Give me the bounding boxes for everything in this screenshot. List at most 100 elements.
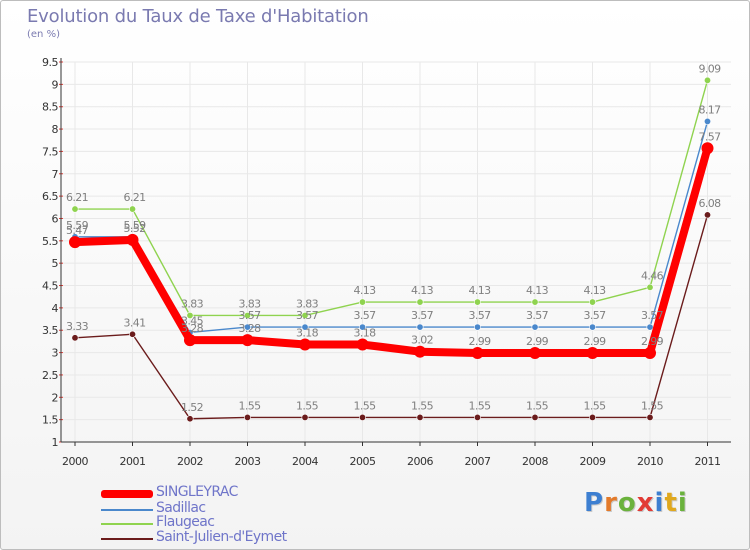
data-label-flaugeac: 4.13 <box>526 284 549 297</box>
data-point-singleyrac <box>529 347 541 360</box>
x-tick-label: 2010 <box>637 455 663 468</box>
x-tick-label: 2003 <box>235 455 261 468</box>
data-point-singleyrac <box>644 347 656 360</box>
data-label-singleyrac: 2.99 <box>641 335 664 348</box>
data-label-saint-julien-d-eymet: 6.08 <box>698 197 721 210</box>
y-tick-label: 1.5 <box>42 414 58 427</box>
legend-label-singleyrac: SINGLEYRAC <box>156 484 238 500</box>
y-tick-label: 4.5 <box>42 280 58 293</box>
data-label-sadillac: 3.57 <box>238 309 261 322</box>
x-tick-label: 2000 <box>62 455 88 468</box>
data-point-flaugeac <box>71 205 79 213</box>
data-label-flaugeac: 4.13 <box>411 284 434 297</box>
data-point-sadillac <box>473 323 481 331</box>
data-point-saint-julien-d-eymet <box>129 330 137 338</box>
data-label-flaugeac: 3.83 <box>296 297 319 310</box>
data-point-singleyrac <box>299 338 311 351</box>
y-tick-label: 8.5 <box>42 101 58 114</box>
y-tick-label: 2.5 <box>42 369 58 382</box>
logo-letter: t <box>664 488 678 518</box>
data-point-sadillac <box>703 117 711 125</box>
data-label-sadillac: 3.57 <box>583 309 606 322</box>
data-point-saint-julien-d-eymet <box>358 413 366 421</box>
x-tick-label: 2011 <box>695 455 721 468</box>
legend-swatch-flaugeac <box>101 523 153 525</box>
data-point-saint-julien-d-eymet <box>703 211 711 219</box>
series-line-singleyrac <box>71 144 712 358</box>
data-point-singleyrac <box>414 345 426 358</box>
data-point-saint-julien-d-eymet <box>416 413 424 421</box>
data-label-flaugeac: 6.21 <box>66 191 88 204</box>
legend-label-saint-julien-d-eymet: Saint-Julien-d'Eymet <box>156 529 287 545</box>
x-tick-label: 2005 <box>350 455 376 468</box>
data-point-sadillac <box>531 323 539 331</box>
legend-label-sadillac: Sadillac <box>156 500 206 516</box>
data-label-sadillac: 3.45 <box>181 314 204 327</box>
logo-letter: P <box>584 488 605 518</box>
legend-swatch-saint-julien-d-eymet <box>101 538 153 540</box>
y-tick-label: 3 <box>52 347 59 360</box>
x-tick-label: 2001 <box>120 455 146 468</box>
data-labels: 3.33 3.41 1.52 1.55 1.55 1.55 1.55 1.55 1.55 1.55… <box>66 62 722 413</box>
data-label-singleyrac: 5.47 <box>66 224 89 237</box>
data-point-flaugeac <box>244 311 252 319</box>
data-label-saint-julien-d-eymet: 1.55 <box>296 399 319 412</box>
data-label-saint-julien-d-eymet: 1.55 <box>583 399 606 412</box>
logo-letter: r <box>604 488 618 518</box>
data-label-saint-julien-d-eymet: 1.55 <box>468 399 491 412</box>
data-point-flaugeac <box>416 298 424 306</box>
x-tick-label: 2009 <box>580 455 606 468</box>
y-tick-label: 9.5 <box>42 56 58 69</box>
y-tick-label: 8 <box>52 123 59 136</box>
logo-letter: x <box>636 488 655 518</box>
data-point-saint-julien-d-eymet <box>646 413 654 421</box>
data-label-sadillac: 3.57 <box>296 309 319 322</box>
data-label-flaugeac: 9.09 <box>698 62 721 75</box>
data-label-saint-julien-d-eymet: 3.41 <box>123 316 145 329</box>
x-tick-label: 2008 <box>522 455 548 468</box>
data-label-saint-julien-d-eymet: 1.55 <box>353 399 376 412</box>
data-point-singleyrac <box>184 334 196 347</box>
y-tick-label: 3.5 <box>42 324 58 337</box>
data-point-singleyrac <box>586 347 599 360</box>
data-label-saint-julien-d-eymet: 3.33 <box>66 320 89 333</box>
data-label-sadillac: 3.57 <box>353 309 376 322</box>
data-label-saint-julien-d-eymet: 1.55 <box>238 399 261 412</box>
data-point-saint-julien-d-eymet <box>244 413 252 421</box>
x-tick-label: 2004 <box>292 455 318 468</box>
data-label-flaugeac: 4.13 <box>353 284 376 297</box>
data-label-sadillac: 5.59 <box>66 219 89 232</box>
data-label-sadillac: 3.57 <box>468 309 491 322</box>
series-line-saint-julien-d-eymet <box>74 214 709 420</box>
data-label-singleyrac: 2.99 <box>526 335 549 348</box>
chart-title: Evolution du Taux de Taxe d'Habitation <box>27 6 369 27</box>
data-label-sadillac: 5.59 <box>123 219 146 232</box>
data-point-sadillac <box>301 323 309 331</box>
data-label-sadillac: 3.57 <box>641 309 664 322</box>
y-tick-label: 4 <box>52 302 59 315</box>
grid-lines <box>61 61 731 443</box>
data-label-singleyrac: 3.18 <box>296 327 319 340</box>
data-label-flaugeac: 4.13 <box>583 284 606 297</box>
y-tick-label: 1 <box>52 436 59 449</box>
data-point-sadillac <box>416 323 424 331</box>
data-point-sadillac <box>588 323 596 331</box>
data-point-sadillac <box>358 323 366 331</box>
data-point-flaugeac <box>186 311 194 319</box>
logo-letter: i <box>677 488 688 518</box>
y-tick-label: 6.5 <box>42 190 58 203</box>
data-point-flaugeac <box>301 311 309 319</box>
data-label-singleyrac: 2.99 <box>468 335 491 348</box>
data-point-singleyrac <box>701 142 714 155</box>
data-point-sadillac <box>646 323 654 331</box>
x-tick-label: 2002 <box>177 455 203 468</box>
legend-swatch-sadillac <box>101 509 153 511</box>
legend-swatch-singleyrac <box>101 490 153 498</box>
data-label-singleyrac: 3.28 <box>181 322 204 335</box>
series-line-flaugeac <box>74 79 709 317</box>
data-point-saint-julien-d-eymet <box>186 415 194 423</box>
x-tick-label: 2006 <box>407 455 433 468</box>
data-label-flaugeac: 6.21 <box>123 191 145 204</box>
